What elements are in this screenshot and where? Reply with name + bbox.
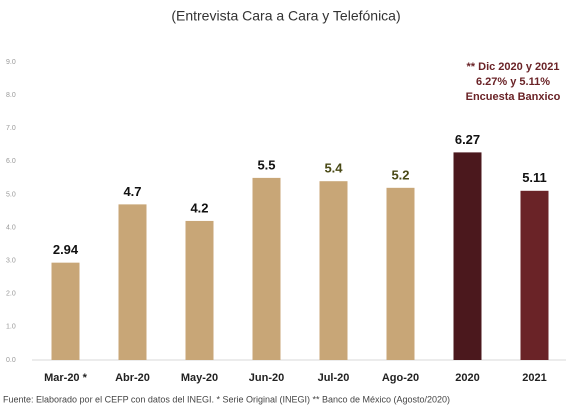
x-tick-label: Ago-20	[382, 372, 419, 384]
value-label: 5.11	[522, 170, 547, 185]
y-tick-label: 4.0	[6, 224, 16, 231]
value-label: 2.94	[53, 242, 79, 257]
bar	[386, 187, 415, 360]
y-tick-label: 6.0	[6, 158, 16, 165]
source-note: Fuente: Elaborado por el CEFP con datos …	[3, 394, 450, 404]
bar	[453, 152, 482, 360]
x-tick-label: 2020	[455, 372, 479, 384]
y-tick-label: 5.0	[6, 191, 16, 198]
value-label: 4.7	[123, 184, 141, 199]
annotation: 6.27% y 5.11%	[476, 76, 550, 88]
x-tick-label: 2021	[522, 372, 546, 384]
annotation: Encuesta Banxico	[466, 91, 561, 103]
x-tick-label: Abr-20	[115, 372, 150, 384]
y-tick-label: 9.0	[6, 59, 16, 66]
y-tick-label: 1.0	[6, 324, 16, 331]
y-tick-label: 3.0	[6, 258, 16, 265]
y-tick-label: 2.0	[6, 291, 16, 298]
bar	[252, 177, 281, 360]
x-tick-label: Mar-20 *	[44, 372, 88, 384]
bar	[51, 262, 80, 360]
bar	[520, 190, 549, 360]
x-tick-label: May-20	[181, 372, 218, 384]
x-tick-label: Jul-20	[318, 372, 350, 384]
y-tick-label: 0.0	[6, 357, 16, 364]
x-tick-label: Jun-20	[249, 372, 284, 384]
y-tick-label: 8.0	[6, 92, 16, 99]
value-label: 5.5	[257, 157, 275, 172]
y-tick-label: 7.0	[6, 125, 16, 132]
bar	[185, 220, 214, 360]
bar	[118, 204, 147, 360]
value-label: 5.4	[324, 161, 343, 176]
value-label: 6.27	[455, 132, 480, 147]
chart-subtitle: (Entrevista Cara a Cara y Telefónica)	[171, 8, 400, 24]
bar	[319, 181, 348, 360]
value-label: 5.2	[391, 167, 409, 182]
value-label: 4.2	[190, 200, 208, 215]
annotation: ** Dic 2020 y 2021	[467, 61, 560, 73]
